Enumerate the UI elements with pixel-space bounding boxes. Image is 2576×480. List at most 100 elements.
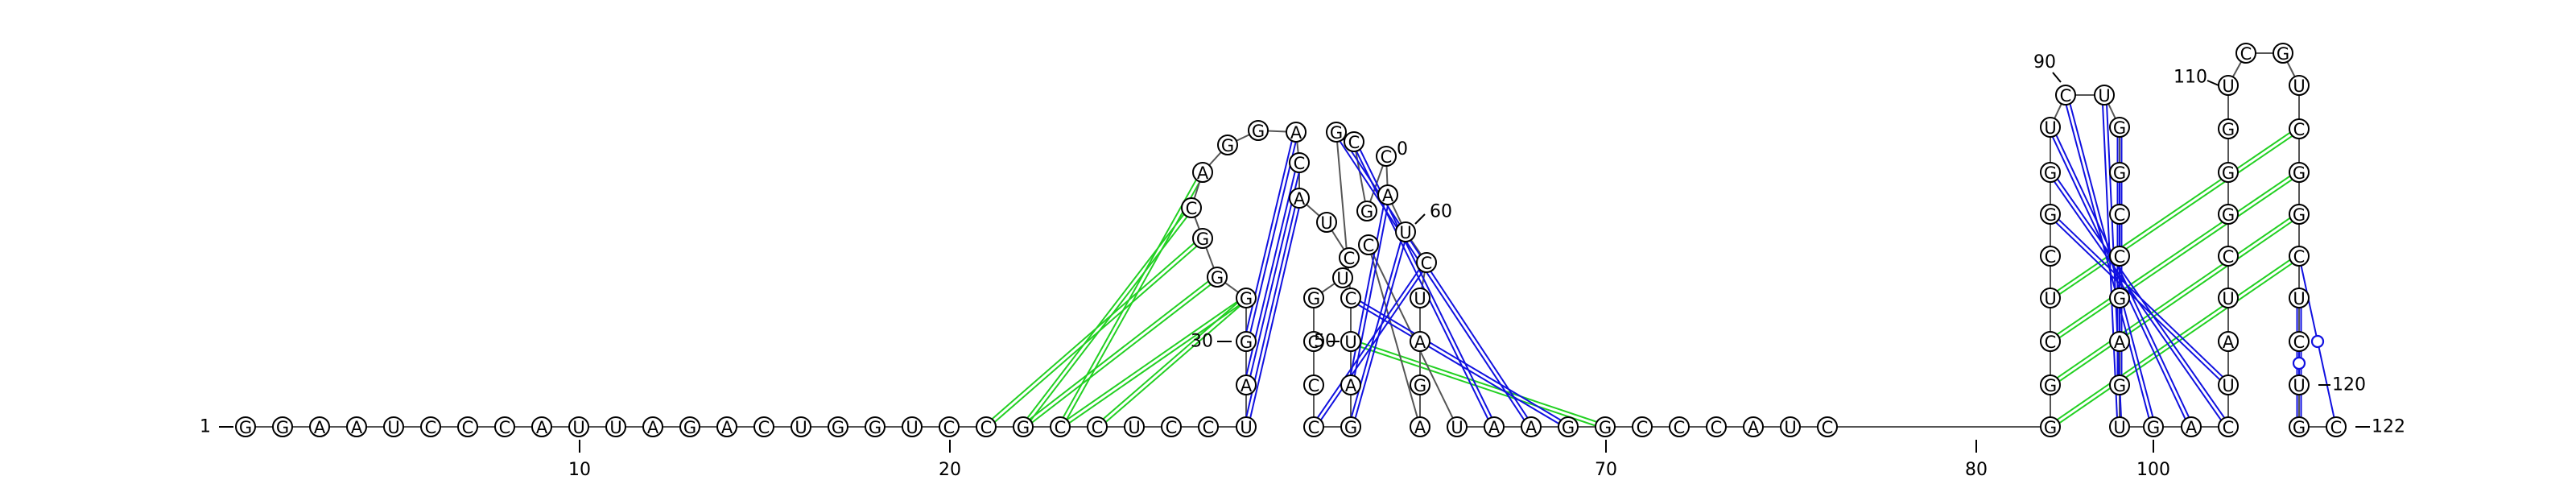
nucleotide-letter: C (2330, 418, 2343, 437)
nucleotide-letter: G (2293, 163, 2306, 183)
nucleotide-37: G (1248, 120, 1269, 141)
nucleotide-letter: G (276, 418, 289, 437)
base-pair-line (1355, 140, 1497, 427)
nucleotide-letter: C (2223, 247, 2235, 267)
nucleotide-72: A (1743, 416, 1764, 437)
nucleotide-letter: U (795, 418, 807, 437)
nucleotide-letter: C (1092, 418, 1104, 437)
nucleotide-circle (1050, 416, 1071, 437)
nucleotide-23: C (1050, 416, 1071, 437)
nucleotide-73: U (1780, 416, 1801, 437)
nucleotide-circle (1192, 228, 1213, 249)
nucleotide-22: G (1013, 416, 1034, 437)
nucleotide-letter: A (2223, 333, 2235, 352)
nucleotide-24: C (1087, 416, 1108, 437)
nucleotide-60: A (1410, 331, 1430, 352)
nucleotide-33: G (1192, 228, 1213, 249)
nucleotide-letter: A (1294, 189, 1306, 209)
base-pair-line (1247, 198, 1302, 428)
nucleotide-letter: G (1240, 333, 1253, 352)
nucleotide-10: U (568, 416, 589, 437)
nucleotide-circle (828, 416, 848, 437)
nucleotide-letter: G (2113, 163, 2126, 183)
nucleotide-98: U (2218, 288, 2239, 308)
nucleotide-circle (457, 416, 478, 437)
nucleotide-letter: C (1186, 199, 1198, 218)
nucleotide-letter: U (2293, 77, 2305, 96)
base-pair-line (1352, 232, 1409, 428)
nucleotide-circle (2109, 374, 2130, 395)
nucleotide-letter: C (1711, 418, 1723, 437)
pseudoknot-line (1024, 208, 1194, 429)
nucleotide-letter: G (1330, 123, 1343, 143)
nucleotide-circle (2218, 374, 2239, 395)
nucleotide-circle (1817, 416, 1838, 437)
nucleotide-94: A (2181, 416, 2202, 437)
pseudoknot-line (1059, 296, 1246, 426)
nucleotide-circle (2143, 416, 2164, 437)
nucleotide-17: G (828, 416, 848, 437)
position-label-30: 30 (1191, 332, 1213, 352)
nucleotide-letter: G (2293, 205, 2306, 225)
base-pair-line (1348, 194, 1387, 385)
position-label-100: 100 (2136, 460, 2170, 480)
nucleotide-81: G (2040, 162, 2061, 183)
nucleotide-circle (1340, 416, 1361, 437)
nucleotide-circle (1192, 162, 1213, 183)
nucleotide-78: U (2040, 288, 2061, 308)
pseudoknot-line (986, 239, 1205, 429)
nucleotide-letter: G (2222, 205, 2235, 225)
nucleotide-102: G (2218, 118, 2239, 139)
nucleotide-circle (1356, 201, 1377, 221)
nucleotide-6: C (420, 416, 441, 437)
pseudoknot-line (1021, 205, 1191, 427)
nucleotide-circle (272, 416, 293, 437)
nucleotide-circle (1669, 416, 1690, 437)
nucleotide-letter: C (1348, 133, 1360, 152)
nucleotide-letter: U (1784, 418, 1796, 437)
nucleotide-52: G (1326, 122, 1347, 143)
nucleotide-letter: G (239, 418, 252, 437)
nucleotide-letter: G (1599, 418, 1612, 437)
nucleotide-circle (2055, 85, 2076, 106)
nucleotide-circle (605, 416, 626, 437)
nucleotide-letter: C (1344, 249, 1356, 268)
base-pair-line (2101, 95, 2119, 428)
nucleotide-circle (716, 416, 737, 437)
nucleotide-80: G (2040, 204, 2061, 225)
nucleotide-letter: C (2293, 247, 2306, 267)
nucleotide-18: G (865, 416, 886, 437)
nucleotide-letter: G (683, 418, 696, 437)
nucleotide-44: G (1303, 288, 1324, 308)
nucleotide-25: U (1124, 416, 1145, 437)
nucleotide-circle (1124, 416, 1145, 437)
nucleotide-circle (1743, 416, 1764, 437)
nucleotide-circle (1248, 120, 1269, 141)
nucleotide-114: G (2289, 416, 2310, 437)
loop-label: 0 (1397, 139, 1408, 159)
nucleotide-4: A (346, 416, 367, 437)
nucleotide-63: C (1358, 234, 1379, 255)
nucleotide-circle (1706, 416, 1727, 437)
nucleotide-circle (1447, 416, 1468, 437)
nucleotide-letter: U (1336, 269, 1348, 288)
position-label-110: 110 (2174, 68, 2207, 88)
pseudoknot-line (984, 236, 1203, 426)
nucleotide-1: G (235, 416, 256, 437)
nucleotide-circle (531, 416, 552, 437)
nucleotide-92: U (2109, 416, 2130, 437)
backbone-segment (1353, 141, 1368, 212)
nucleotide-circle (679, 416, 700, 437)
nucleotide-circle (2040, 162, 2061, 183)
nucleotide-circle (1340, 331, 1361, 352)
pseudoknot-line (2050, 257, 2301, 429)
nucleotide-circle (2109, 416, 2130, 437)
nucleotide-letter: U (2222, 77, 2234, 96)
nucleotide-circle (383, 416, 404, 437)
nucleotide-74: C (1817, 416, 1838, 437)
nucleotide-circle (1521, 416, 1542, 437)
nucleotide-letter: G (1344, 418, 1357, 437)
position-label-50: 50 (1314, 332, 1336, 352)
nucleotide-circle (2109, 117, 2130, 138)
pseudoknot-layer (984, 126, 2301, 430)
